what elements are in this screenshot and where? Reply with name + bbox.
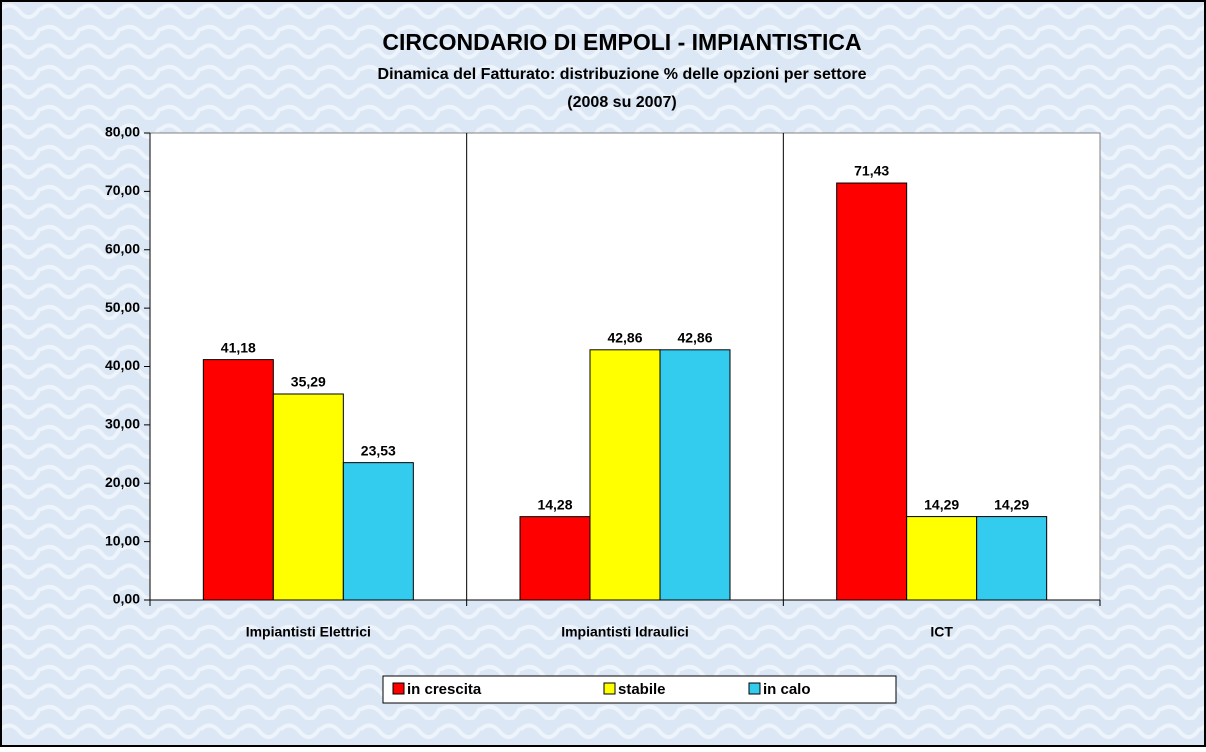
y-tick-label: 50,00: [105, 299, 140, 315]
legend-swatch: [603, 682, 616, 695]
value-label: 42,86: [607, 330, 642, 346]
legend-label: in calo: [763, 681, 811, 698]
chart-subtitle: (2008 su 2007): [567, 94, 676, 111]
bar: [342, 462, 414, 601]
legend-swatch: [748, 682, 761, 695]
x-tick-label: Impiantisti Idraulici: [561, 624, 689, 640]
bar: [272, 393, 344, 601]
value-label: 14,28: [537, 496, 572, 512]
legend-label: in crescita: [407, 681, 482, 698]
value-label: 23,53: [361, 442, 396, 458]
y-tick-label: 20,00: [105, 474, 140, 490]
y-tick-label: 0,00: [113, 591, 140, 607]
value-label: 71,43: [854, 163, 889, 179]
bar: [976, 516, 1048, 601]
value-label: 41,18: [221, 339, 256, 355]
value-label: 35,29: [291, 374, 326, 390]
bar: [202, 359, 274, 601]
legend: [382, 675, 897, 704]
bar: [659, 349, 731, 601]
bar: [906, 516, 978, 601]
chart-subtitle: Dinamica del Fatturato: distribuzione % …: [378, 66, 867, 83]
bar: [519, 516, 591, 601]
bar: [836, 182, 908, 601]
y-tick-label: 40,00: [105, 357, 140, 373]
y-tick-label: 80,00: [105, 124, 140, 140]
x-tick-label: ICT: [930, 624, 953, 640]
chart-title: CIRCONDARIO DI EMPOLI - IMPIANTISTICA: [382, 29, 861, 55]
legend-swatch: [392, 682, 405, 695]
value-label: 14,29: [994, 496, 1029, 512]
bar: [589, 349, 661, 601]
y-tick-label: 30,00: [105, 416, 140, 432]
y-tick-label: 10,00: [105, 532, 140, 548]
y-tick-label: 70,00: [105, 182, 140, 198]
y-tick-label: 60,00: [105, 240, 140, 256]
legend-label: stabile: [618, 681, 666, 698]
x-tick-label: Impiantisti Elettrici: [246, 624, 371, 640]
value-label: 14,29: [924, 496, 959, 512]
value-label: 42,86: [677, 330, 712, 346]
